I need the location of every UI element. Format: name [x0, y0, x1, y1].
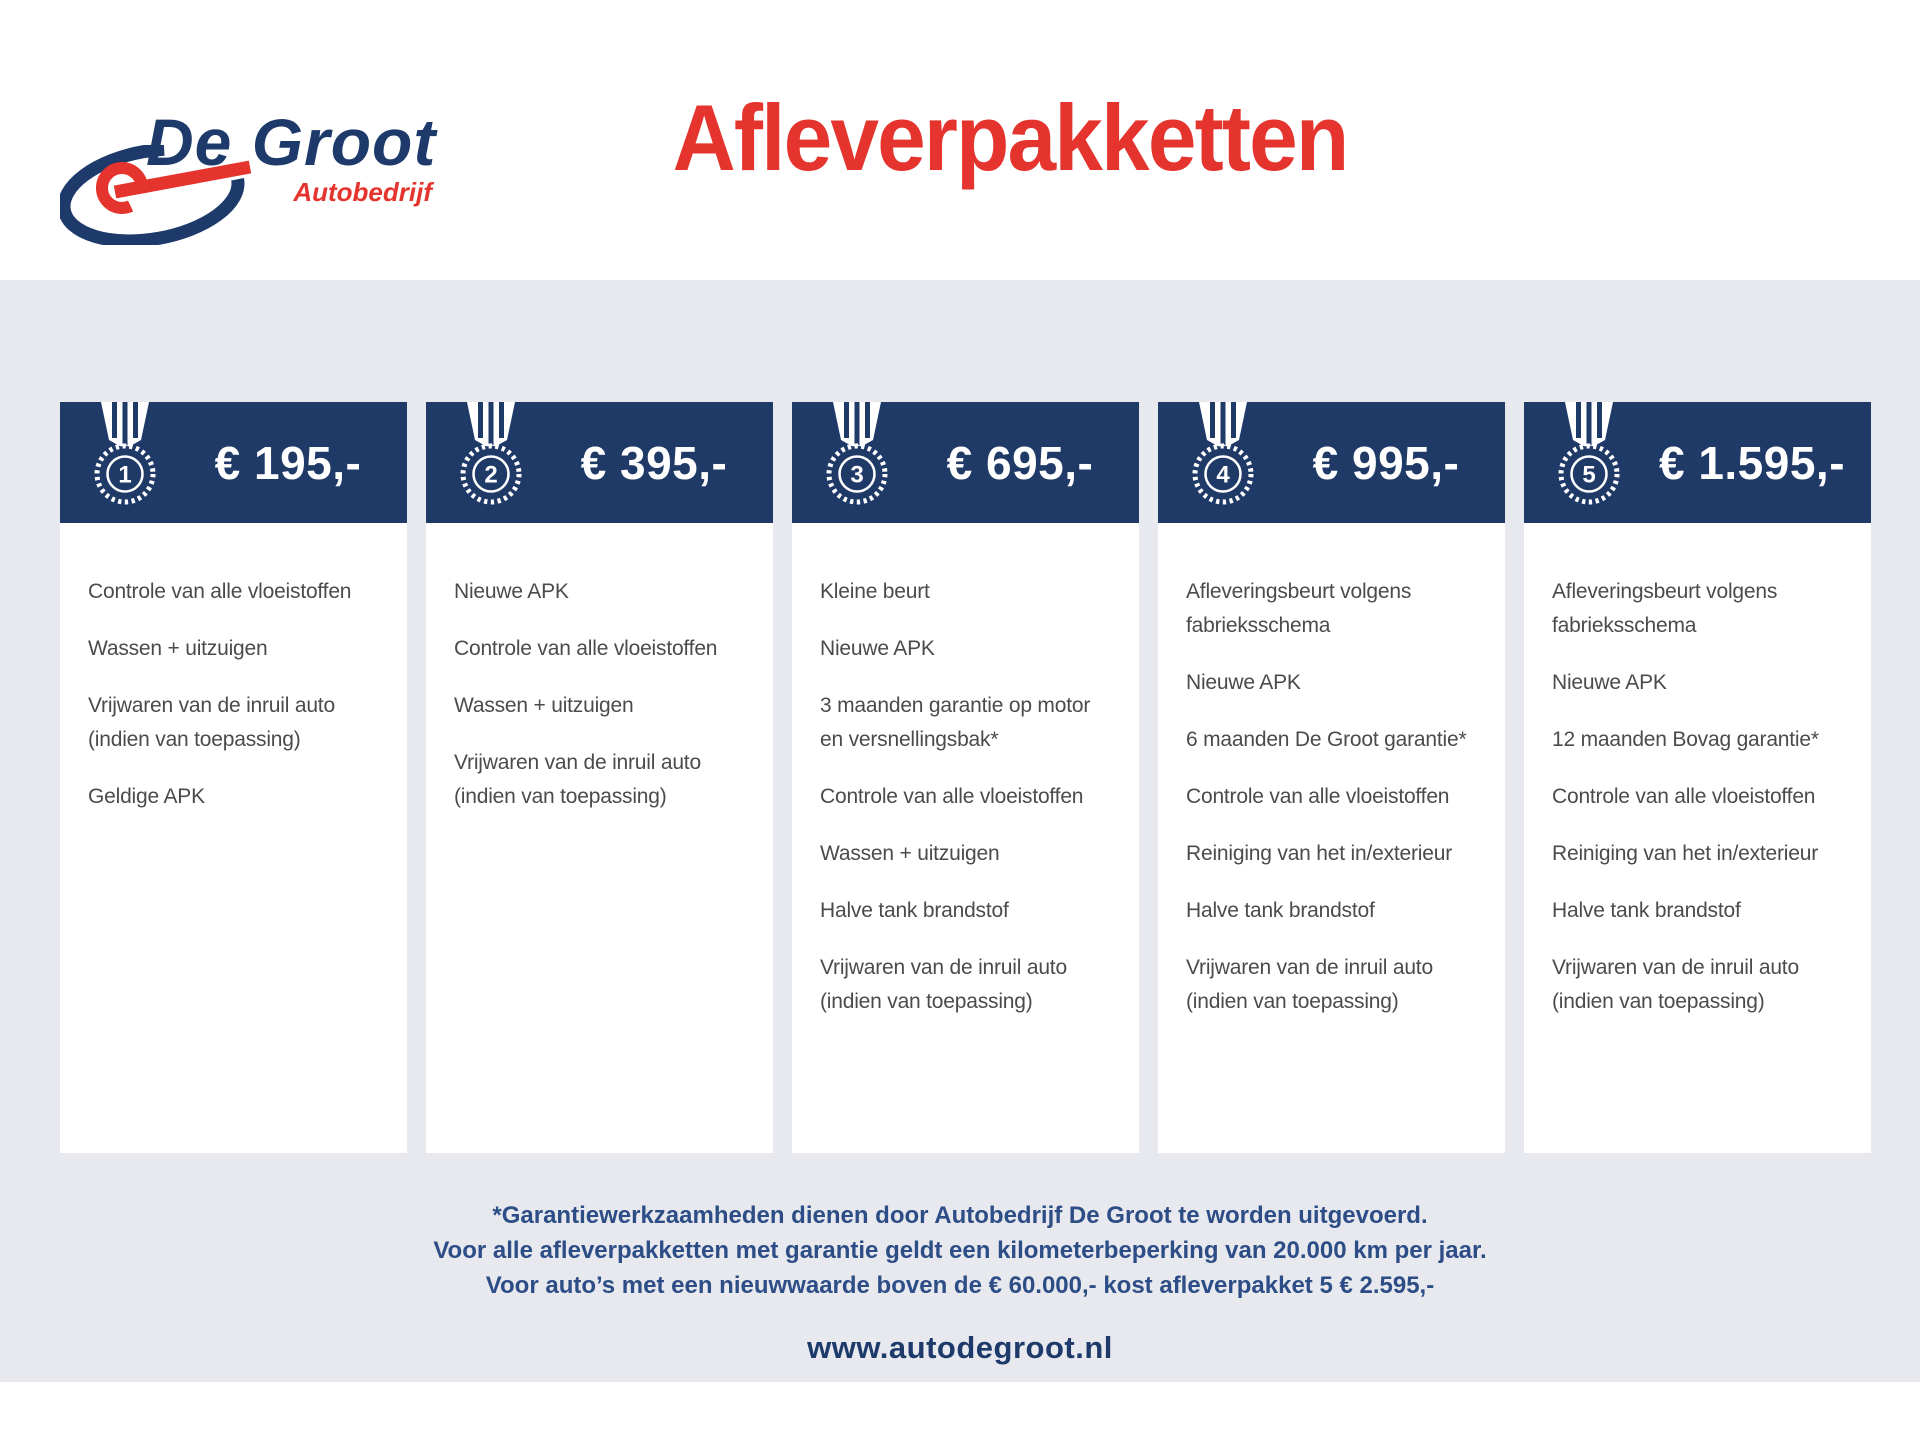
package-card: 1 € 195,- Controle van alle vloeistoffen… — [60, 402, 407, 1153]
footnotes: *Garantiewerkzaamheden dienen door Autob… — [0, 1198, 1920, 1303]
package-cards: 1 € 195,- Controle van alle vloeistoffen… — [60, 402, 1871, 1153]
package-card-body: Afleveringsbeurt volgens fabrieksschema N… — [1524, 523, 1871, 1042]
package-card-header: 1 € 195,- — [60, 402, 407, 523]
package-card-header: 3 € 695,- — [792, 402, 1139, 523]
package-item: Nieuwe APK — [454, 580, 569, 603]
medal-number: 4 — [1216, 462, 1230, 489]
package-item: Wassen + uitzuigen — [454, 694, 634, 717]
package-card: 3 € 695,- Kleine beurt Nieuwe APK 3 maande… — [792, 402, 1139, 1153]
package-item: Reiniging van het in/exterieur — [1186, 842, 1452, 865]
package-card-header: 5 € 1.595,- — [1524, 402, 1871, 523]
package-item: 6 maanden De Groot garantie* — [1186, 728, 1467, 751]
medal-icon: 3 — [826, 402, 888, 505]
package-item: 12 maanden Bovag garantie* — [1552, 728, 1819, 751]
package-item: Controle van alle vloeistoffen — [454, 637, 718, 660]
package-card-body: Nieuwe APK Controle van alle vloeistoffen… — [426, 523, 773, 837]
package-item: Afleveringsbeurt volgens fabrieksschema — [1186, 580, 1412, 637]
logo-swoosh-icon — [60, 145, 252, 245]
logo-name: De Groot — [146, 105, 437, 179]
package-item: Controle van alle vloeistoffen — [1552, 785, 1816, 808]
package-card: 5 € 1.595,- Afleveringsbeurt volgens fab… — [1524, 402, 1871, 1153]
website-url: www.autodegroot.nl — [807, 1330, 1113, 1365]
package-item: Nieuwe APK — [1186, 671, 1301, 694]
package-item: Controle van alle vloeistoffen — [820, 785, 1084, 808]
medal-number: 5 — [1582, 462, 1595, 489]
footer-band — [0, 1382, 1920, 1440]
package-item: Controle van alle vloeistoffen — [1186, 785, 1450, 808]
package-price: € 1.595,- — [1658, 436, 1846, 489]
footnote-line: *Garantiewerkzaamheden dienen door Autob… — [492, 1202, 1428, 1229]
package-item: Kleine beurt — [820, 580, 930, 603]
package-card-body: Kleine beurt Nieuwe APK 3 maanden garantie… — [792, 523, 1139, 1042]
package-item: Nieuwe APK — [820, 637, 935, 660]
header-band: De Groot Autobedrijf Afleverpakketten — [0, 0, 1920, 280]
package-card-body: Afleveringsbeurt volgens fabrieksschema N… — [1158, 523, 1505, 1042]
package-item: Halve tank brandstof — [1186, 899, 1375, 922]
medal-icon: 2 — [460, 402, 522, 505]
logo: De Groot Autobedrijf — [60, 105, 440, 245]
package-item: Halve tank brandstof — [1552, 899, 1741, 922]
package-item: Reiniging van het in/exterieur — [1552, 842, 1818, 865]
package-price: € 995,- — [1312, 436, 1460, 489]
footnote-line: Voor alle afleverpakketten met garantie … — [433, 1237, 1487, 1264]
package-card-header: 4 € 995,- — [1158, 402, 1505, 523]
package-price: € 395,- — [580, 436, 728, 489]
footnote-line: Voor auto’s met een nieuwwaarde boven de… — [485, 1272, 1435, 1299]
logo-subtitle: Autobedrijf — [293, 177, 432, 207]
medal-number: 2 — [484, 462, 497, 489]
page-title: Afleverpakketten — [672, 85, 1350, 190]
package-card-header: 2 € 395,- — [426, 402, 773, 523]
package-item: Wassen + uitzuigen — [820, 842, 1000, 865]
package-item: Controle van alle vloeistoffen — [88, 580, 352, 603]
medal-icon: 4 — [1192, 402, 1254, 505]
medal-icon: 5 — [1558, 402, 1620, 505]
package-price: € 195,- — [214, 436, 362, 489]
package-item: Vrijwaren van de inruil auto (indien van… — [1552, 956, 1799, 1013]
package-item: Afleveringsbeurt volgens fabrieksschema — [1552, 580, 1778, 637]
package-card: 2 € 395,- Nieuwe APK Controle van alle vl… — [426, 402, 773, 1153]
package-item: Halve tank brandstof — [820, 899, 1009, 922]
package-price: € 695,- — [946, 436, 1094, 489]
package-item: Vrijwaren van de inruil auto (indien van… — [820, 956, 1067, 1013]
package-item: 3 maanden garantie op motor en versnelli… — [820, 694, 1091, 751]
package-item: Vrijwaren van de inruil auto (indien van… — [88, 694, 335, 751]
package-item: Vrijwaren van de inruil auto (indien van… — [454, 751, 701, 808]
medal-icon: 1 — [94, 402, 156, 505]
package-item: Geldige APK — [88, 785, 205, 808]
package-item: Vrijwaren van de inruil auto (indien van… — [1186, 956, 1433, 1013]
package-card: 4 € 995,- Afleveringsbeurt volgens fabri… — [1158, 402, 1505, 1153]
package-item: Wassen + uitzuigen — [88, 637, 268, 660]
package-item: Nieuwe APK — [1552, 671, 1667, 694]
medal-number: 1 — [118, 462, 131, 489]
package-card-body: Controle van alle vloeistoffen Wassen + u… — [60, 523, 407, 837]
medal-number: 3 — [850, 462, 863, 489]
